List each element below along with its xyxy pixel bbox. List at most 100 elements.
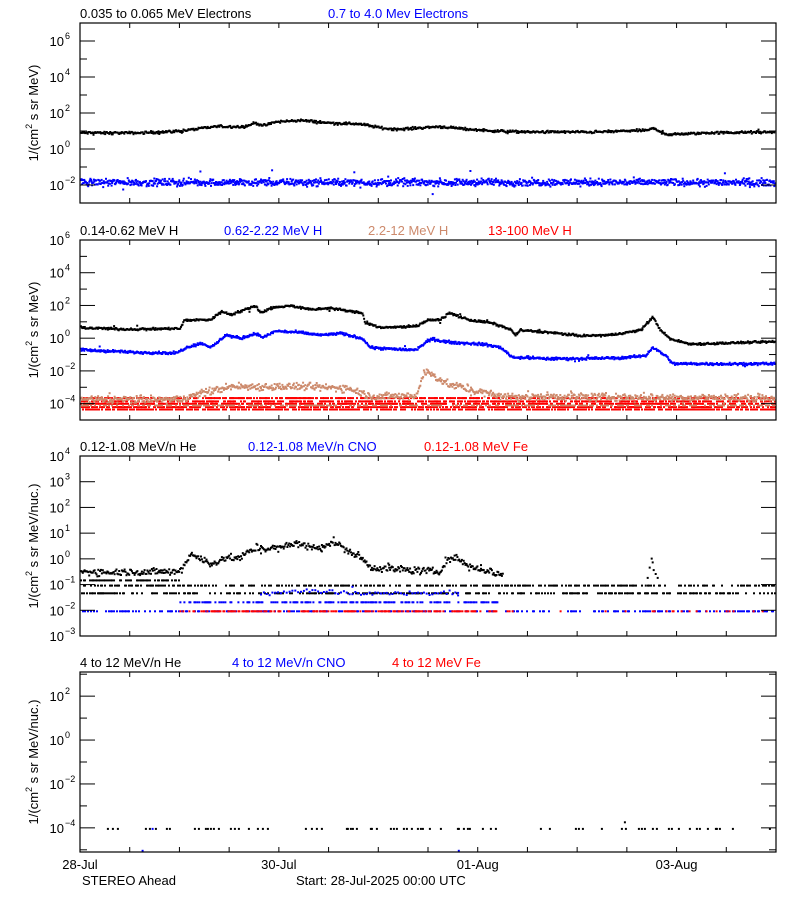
data-point-blue (323, 183, 326, 186)
data-point-red (586, 400, 588, 403)
data-point-blue (87, 183, 90, 186)
data-point-brown (357, 393, 360, 396)
data-point-red (622, 406, 624, 409)
data-point-red (140, 402, 142, 405)
data-point-red (751, 402, 753, 405)
data-point-brown (280, 388, 283, 391)
data-point-blue (278, 182, 281, 185)
data-point-red (189, 397, 191, 400)
data-point-brown (454, 383, 457, 386)
data-point-blue (343, 182, 346, 185)
data-point-brown (362, 391, 365, 394)
data-point-red (713, 408, 715, 411)
data-point-blue (127, 179, 130, 182)
data-point-brown (136, 397, 139, 400)
data-point-red (268, 397, 270, 400)
data-point-blue (761, 182, 764, 185)
data-point-red (153, 402, 155, 405)
data-point-black (236, 124, 239, 127)
data-point-blue (213, 182, 216, 185)
data-point-red (415, 406, 417, 409)
data-point-blue (758, 182, 761, 185)
data-point-red (628, 402, 630, 405)
data-point-red (147, 402, 149, 405)
data-point-red (358, 408, 360, 411)
data-point-blue (653, 179, 656, 182)
data-point-brown (397, 392, 400, 395)
data-point-brown (510, 404, 512, 407)
data-point-blue (123, 181, 126, 184)
data-point-red (422, 408, 424, 411)
data-point-red (724, 402, 726, 405)
data-point-black (750, 132, 753, 135)
data-point-brown (208, 404, 210, 407)
data-point-blue (158, 179, 161, 182)
data-point-black (149, 131, 152, 134)
data-point-blue (252, 184, 255, 187)
data-point-blue (563, 180, 566, 183)
data-point-blue (496, 179, 499, 182)
data-point-blue (652, 182, 655, 185)
data-point-red (561, 408, 563, 411)
data-point-red (384, 400, 386, 403)
data-point-blue (441, 182, 444, 184)
data-point-brown (218, 387, 221, 390)
data-point-blue (337, 177, 340, 180)
data-point-red (571, 400, 573, 403)
data-point-red (331, 397, 333, 400)
data-point-red (600, 400, 602, 403)
data-point-black (695, 132, 698, 135)
data-point-blue (578, 180, 581, 183)
data-point-blue (180, 181, 183, 184)
data-point-blue (86, 182, 89, 184)
data-point-brown (386, 393, 389, 396)
data-point-brown (258, 389, 261, 392)
data-point-red (453, 402, 455, 405)
data-point-blue (95, 179, 97, 182)
data-point-red (171, 402, 173, 405)
data-point-black (86, 132, 89, 135)
data-point-blue (396, 181, 399, 183)
data-point-blue (692, 179, 695, 182)
data-point-blue (287, 181, 290, 184)
data-point-blue (89, 177, 92, 180)
data-point-brown (479, 388, 482, 391)
data-point-red (522, 400, 524, 403)
data-point-red (315, 406, 317, 409)
data-point-blue (117, 180, 120, 183)
data-point-red (755, 402, 757, 405)
data-point-red (216, 397, 218, 400)
data-point-blue (97, 179, 100, 182)
data-point-red (564, 408, 566, 411)
data-point-blue (421, 180, 424, 183)
data-point-blue (395, 179, 398, 182)
data-point-blue (132, 181, 135, 184)
data-point-blue (82, 182, 85, 184)
data-point-blue (230, 180, 232, 183)
data-point-blue (304, 181, 307, 184)
data-point-blue (111, 182, 114, 184)
data-point-brown (689, 404, 691, 407)
data-point-blue (747, 177, 750, 180)
data-point-red (630, 402, 632, 405)
data-point-red (153, 400, 155, 403)
data-point-brown (485, 404, 487, 407)
data-point-blue (742, 182, 745, 185)
data-point-brown (88, 401, 91, 404)
data-point-blue (495, 180, 498, 183)
data-point-blue (260, 178, 262, 181)
data-point-black (413, 127, 416, 130)
data-point-red (512, 406, 514, 409)
data-point-blue (96, 183, 99, 186)
data-point-red (95, 408, 97, 411)
data-point-blue (757, 185, 760, 188)
data-point-red (465, 397, 467, 400)
data-point-brown (94, 396, 97, 399)
data-point-blue (106, 181, 109, 184)
data-point-blue (588, 180, 591, 183)
data-point-brown (162, 399, 165, 402)
data-point-brown (110, 398, 113, 401)
data-point-blue (462, 180, 465, 183)
data-point-blue (698, 185, 701, 188)
data-point-brown (253, 386, 256, 389)
